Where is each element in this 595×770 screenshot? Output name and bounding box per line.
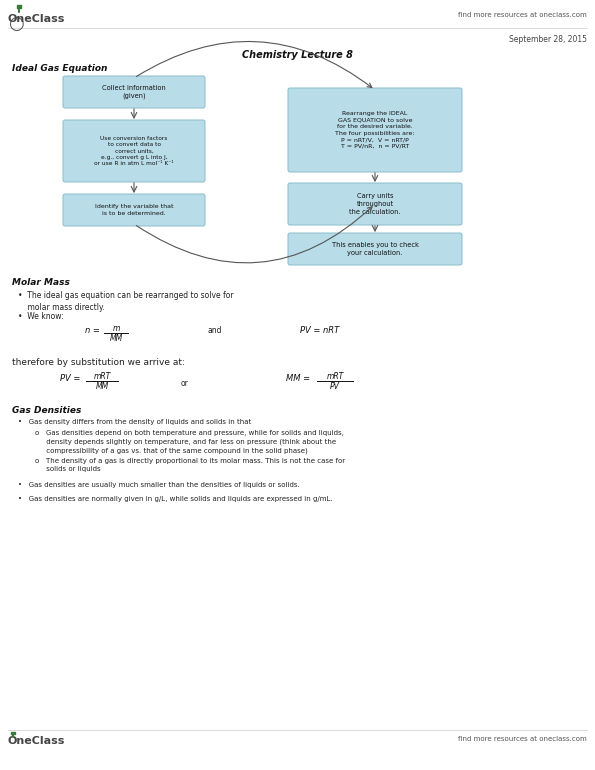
FancyBboxPatch shape xyxy=(288,88,462,172)
Text: mRT: mRT xyxy=(327,372,344,381)
Text: Chemistry Lecture 8: Chemistry Lecture 8 xyxy=(242,50,352,60)
Text: •  The ideal gas equation can be rearranged to solve for
    molar mass directly: • The ideal gas equation can be rearrang… xyxy=(18,291,234,313)
Text: m: m xyxy=(112,324,120,333)
Text: PV: PV xyxy=(330,382,340,391)
Text: MM: MM xyxy=(109,334,123,343)
Text: September 28, 2015: September 28, 2015 xyxy=(509,35,587,44)
Text: Rearrange the IDEAL
GAS EQUATION to solve
for the desired variable.
The four pos: Rearrange the IDEAL GAS EQUATION to solv… xyxy=(335,112,415,149)
Text: Collect information
(given): Collect information (given) xyxy=(102,85,166,99)
Text: and: and xyxy=(208,326,223,335)
FancyBboxPatch shape xyxy=(288,233,462,265)
FancyArrowPatch shape xyxy=(136,206,372,263)
Text: This enables you to check
your calculation.: This enables you to check your calculati… xyxy=(331,242,418,256)
FancyBboxPatch shape xyxy=(63,76,205,108)
Text: Use conversion factors
to convert data to
correct units,
e.g., convert g L into : Use conversion factors to convert data t… xyxy=(94,136,174,166)
Text: MM =: MM = xyxy=(286,374,310,383)
Text: ○: ○ xyxy=(8,15,24,33)
Text: o   The density of a gas is directly proportional to its molar mass. This is not: o The density of a gas is directly propo… xyxy=(35,458,345,473)
Text: therefore by substitution we arrive at:: therefore by substitution we arrive at: xyxy=(12,358,185,367)
Text: PV =: PV = xyxy=(60,374,80,383)
Text: Molar Mass: Molar Mass xyxy=(12,278,70,287)
Text: Identify the variable that
is to be determined.: Identify the variable that is to be dete… xyxy=(95,204,173,216)
FancyBboxPatch shape xyxy=(63,194,205,226)
FancyArrowPatch shape xyxy=(136,42,372,88)
Text: mRT: mRT xyxy=(93,372,111,381)
Text: •  We know:: • We know: xyxy=(18,312,64,321)
Text: find more resources at oneclass.com: find more resources at oneclass.com xyxy=(458,736,587,742)
Text: or: or xyxy=(181,379,189,388)
Text: OneClass: OneClass xyxy=(8,736,65,746)
Text: Ideal Gas Equation: Ideal Gas Equation xyxy=(12,64,107,73)
Text: Carry units
throughout
the calculation.: Carry units throughout the calculation. xyxy=(349,193,401,215)
Text: n =: n = xyxy=(85,326,100,335)
Text: •   Gas densities are usually much smaller than the densities of liquids or soli: • Gas densities are usually much smaller… xyxy=(18,482,300,488)
Text: o   Gas densities depend on both temperature and pressure, while for solids and : o Gas densities depend on both temperatu… xyxy=(35,430,344,454)
Text: OneClass: OneClass xyxy=(8,14,65,24)
Text: •   Gas densities are normally given in g/L, while solids and liquids are expres: • Gas densities are normally given in g/… xyxy=(18,496,333,502)
Text: •   Gas density differs from the density of liquids and solids in that: • Gas density differs from the density o… xyxy=(18,419,251,425)
FancyBboxPatch shape xyxy=(288,183,462,225)
Text: Gas Densities: Gas Densities xyxy=(12,406,82,415)
FancyBboxPatch shape xyxy=(63,120,205,182)
Text: PV = nRT: PV = nRT xyxy=(300,326,340,335)
Text: find more resources at oneclass.com: find more resources at oneclass.com xyxy=(458,12,587,18)
Text: MM: MM xyxy=(95,382,109,391)
